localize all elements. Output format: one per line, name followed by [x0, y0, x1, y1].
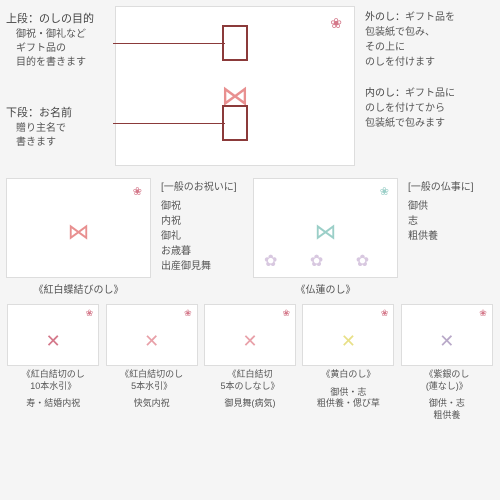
lotus-card: ❀ ⋈ ✿ ✿ ✿	[253, 178, 398, 278]
bottom-desc: 御供・志 粗供養・偲び草	[317, 387, 380, 410]
bottom-card: ❀✕	[7, 304, 99, 366]
bottom-desc: 快気内祝	[134, 398, 170, 410]
mid-right-items: 御供 志 粗供養	[408, 199, 490, 244]
upper-label-block: 上段：のしの目的 御祝・御礼など ギフト品の 目的を書きます	[6, 10, 111, 70]
bottom-title: 《紅白結切のし 5本水引》	[120, 369, 183, 392]
bow-icon: ⋈	[315, 219, 337, 245]
lotus-pattern-icon: ✿ ✿ ✿	[264, 251, 387, 271]
bottom-title: 《黄白のし》	[321, 369, 375, 381]
noshi-main-card: ❀ ⋈	[115, 6, 355, 166]
mid-right-caption: 《仏蓮のし》	[253, 281, 398, 296]
bottom-col-2: ❀✕《紅白結切 5本のしなし》御見舞(病気)	[203, 304, 297, 422]
top-section: 上段：のしの目的 御祝・御礼など ギフト品の 目的を書きます 下段：お名前 贈り…	[6, 6, 494, 170]
outer-noshi-item: 外のし：ギフト品を 包装紙で包み、 その上に のしを付けます	[365, 10, 489, 70]
bottom-card: ❀✕	[302, 304, 394, 366]
inner-noshi-item: 内のし：ギフト品に のしを付けてから 包装紙で包みます	[365, 86, 489, 131]
mid-left-col: ❀ ⋈ 《紅白蝶結びのし》	[6, 178, 151, 296]
outer-title: 外のし：	[365, 12, 405, 23]
mid-left-header: [一般のお祝いに]	[161, 180, 243, 195]
lower-label-block: 下段：お名前 贈り主名で 書きます	[6, 104, 111, 150]
bottom-desc: 御見舞(病気)	[225, 398, 276, 410]
bottom-title: 《紅白結切のし 10本水引》	[22, 369, 85, 392]
knot-icon: ✕	[439, 331, 454, 352]
inner-title: 内のし：	[365, 88, 405, 99]
noshi-ornament-icon: ❀	[133, 185, 142, 198]
knot-icon: ✕	[242, 331, 257, 352]
lower-desc: 贈り主名で 書きます	[6, 122, 111, 150]
mid-right-text: [一般の仏事に] 御供 志 粗供養	[404, 178, 494, 296]
noshi-ornament-icon: ❀	[380, 185, 389, 198]
bottom-desc: 寿・結婚内祝	[26, 398, 80, 410]
mid-right-header: [一般の仏事に]	[408, 180, 490, 195]
bottom-card: ❀✕	[401, 304, 493, 366]
noshi-ornament-icon: ❀	[184, 308, 192, 319]
upper-highlight-box	[222, 25, 248, 61]
noshi-ornament-icon: ❀	[479, 308, 487, 319]
bottom-title: 《紫銀のし (蓮なし)》	[424, 369, 469, 392]
noshi-ornament-icon: ❀	[330, 15, 342, 32]
knot-icon: ✕	[144, 331, 159, 352]
upper-title: 上段：のしの目的	[6, 10, 111, 26]
bottom-col-0: ❀✕《紅白結切のし 10本水引》寿・結婚内祝	[6, 304, 100, 422]
arrow-lower	[113, 123, 225, 124]
bottom-card: ❀✕	[106, 304, 198, 366]
mid-right-col: ❀ ⋈ ✿ ✿ ✿ 《仏蓮のし》	[253, 178, 398, 296]
bottom-col-3: ❀✕《黄白のし》御供・志 粗供養・偲び草	[301, 304, 395, 422]
mid-section: ❀ ⋈ 《紅白蝶結びのし》 [一般のお祝いに] 御祝 内祝 御礼 お歳暮 出産御…	[6, 178, 494, 296]
right-labels: 外のし：ギフト品を 包装紙で包み、 その上に のしを付けます 内のし：ギフト品に…	[359, 6, 489, 170]
left-labels: 上段：のしの目的 御祝・御礼など ギフト品の 目的を書きます 下段：お名前 贈り…	[6, 6, 111, 170]
lower-highlight-box	[222, 105, 248, 141]
bow-icon: ⋈	[68, 219, 90, 245]
mid-left-items: 御祝 内祝 御礼 お歳暮 出産御見舞	[161, 199, 243, 274]
knot-icon: ✕	[341, 331, 356, 352]
upper-desc: 御祝・御礼など ギフト品の 目的を書きます	[6, 28, 111, 70]
bottom-col-1: ❀✕《紅白結切のし 5本水引》快気内祝	[104, 304, 198, 422]
mid-left-caption: 《紅白蝶結びのし》	[6, 281, 151, 296]
noshi-ornament-icon: ❀	[282, 308, 290, 319]
noshi-ornament-icon: ❀	[86, 308, 94, 319]
knot-icon: ✕	[46, 331, 61, 352]
mid-left-text: [一般のお祝いに] 御祝 内祝 御礼 お歳暮 出産御見舞	[157, 178, 247, 296]
bottom-card: ❀✕	[204, 304, 296, 366]
red-white-bow-card: ❀ ⋈	[6, 178, 151, 278]
bottom-col-4: ❀✕《紫銀のし (蓮なし)》御供・志 粗供養	[400, 304, 494, 422]
bottom-desc: 御供・志 粗供養	[429, 398, 465, 421]
bottom-section: ❀✕《紅白結切のし 10本水引》寿・結婚内祝❀✕《紅白結切のし 5本水引》快気内…	[6, 304, 494, 422]
arrow-upper	[113, 43, 225, 44]
lower-title: 下段：お名前	[6, 104, 111, 120]
noshi-ornament-icon: ❀	[381, 308, 389, 319]
bottom-title: 《紅白結切 5本のしなし》	[221, 369, 280, 392]
